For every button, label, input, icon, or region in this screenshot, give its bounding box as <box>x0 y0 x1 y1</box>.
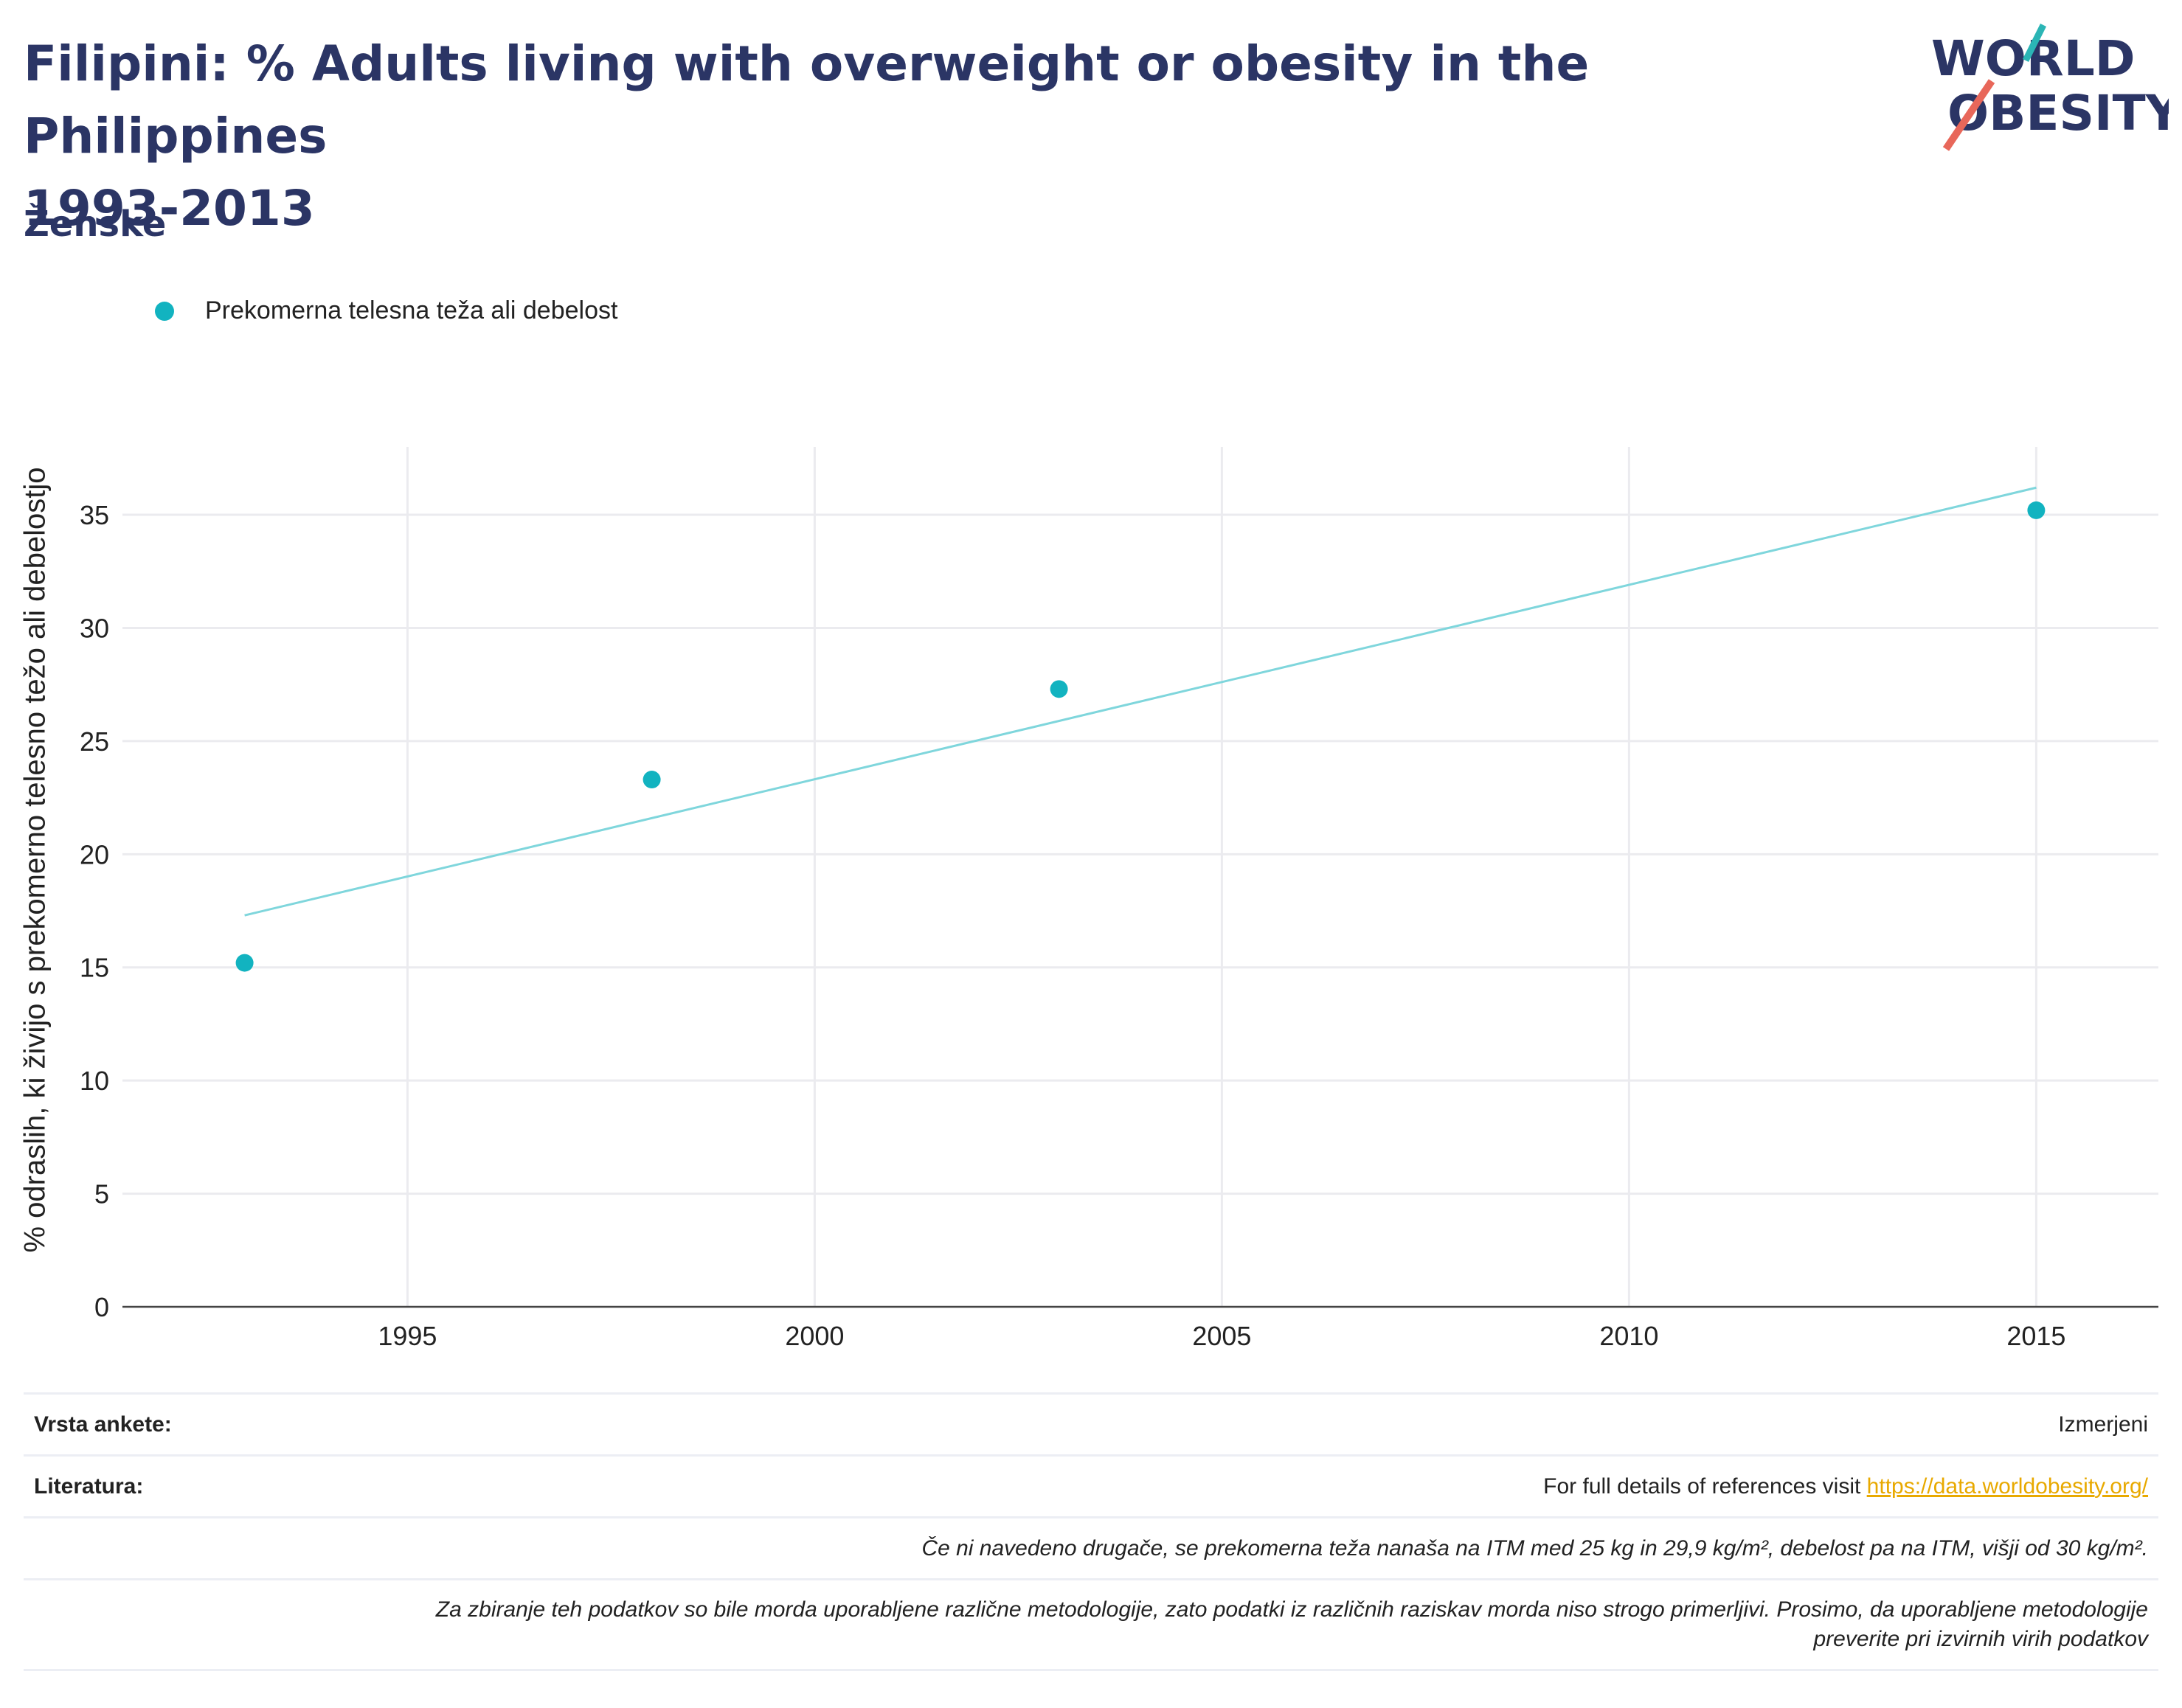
data-point[interactable] <box>2027 501 2046 519</box>
definition-note: Če ni navedeno drugače, se prekomerna te… <box>921 1535 2148 1561</box>
x-tick-labels: 1995 2000 2005 2010 2015 <box>378 1321 2065 1351</box>
chart-plot: 0 5 10 15 20 25 30 35 1995 2000 2005 2010 2015 <box>80 447 2158 1351</box>
legend: Prekomerna telesna teža ali debelost <box>155 296 617 325</box>
y-tick-label: 30 <box>80 613 109 643</box>
data-point[interactable] <box>235 954 254 972</box>
methodology-note-row: Za zbiranje teh podatkov so bile morda u… <box>24 1578 2158 1671</box>
x-tick-label: 1995 <box>378 1321 437 1351</box>
x-tick-label: 2005 <box>1192 1321 1251 1351</box>
references-row: Literatura: For full details of referenc… <box>24 1454 2158 1516</box>
references-link[interactable]: https://data.worldobesity.org/ <box>1866 1473 2148 1499</box>
chart-footer: Vrsta ankete: Izmerjeni Literatura: For … <box>24 1392 2158 1671</box>
grid <box>122 447 2158 1307</box>
title-line-2: 1993-2013 <box>24 180 315 237</box>
chart-subtitle: Ženske <box>24 204 167 245</box>
y-tick-label: 15 <box>80 953 109 983</box>
data-point[interactable] <box>1050 680 1068 698</box>
trendline-group <box>244 486 2037 917</box>
legend-marker <box>155 301 174 321</box>
data-point[interactable] <box>643 771 661 789</box>
y-tick-label: 10 <box>80 1066 109 1096</box>
x-tick-label: 2000 <box>785 1321 844 1351</box>
methodology-note-line-2: preverite pri izvirnih virih podatkov <box>1813 1627 2148 1651</box>
y-tick-label: 5 <box>94 1179 109 1209</box>
references-label: Literatura: <box>34 1473 144 1499</box>
y-tick-label: 20 <box>80 839 109 869</box>
methodology-note-line-1: Za zbiranje teh podatkov so bile morda u… <box>435 1597 2148 1622</box>
survey-type-row: Vrsta ankete: Izmerjeni <box>24 1392 2158 1454</box>
y-tick-label: 0 <box>94 1292 109 1322</box>
trendline <box>244 486 2037 917</box>
world-obesity-logo: WORLD OBESITY <box>1931 23 2169 151</box>
chart-title: Filipini: % Adults living with overweigh… <box>24 28 1868 245</box>
references-text: For full details of references visit <box>1543 1473 1867 1499</box>
y-tick-label: 25 <box>80 726 109 757</box>
logo-red-stroke <box>1942 79 1995 151</box>
y-tick-labels: 0 5 10 15 20 25 30 35 <box>80 500 109 1322</box>
logo-teal-stroke <box>2022 23 2047 63</box>
y-tick-label: 35 <box>80 500 109 530</box>
data-points <box>235 501 2046 972</box>
references-value: For full details of references visit htt… <box>1543 1474 2148 1499</box>
methodology-note: Za zbiranje teh podatkov so bile morda u… <box>436 1595 2148 1654</box>
legend-label: Prekomerna telesna teža ali debelost <box>205 296 618 324</box>
survey-type-value: Izmerjeni <box>2058 1412 2148 1437</box>
x-tick-label: 2015 <box>2006 1321 2065 1351</box>
definition-note-row: Če ni navedeno drugače, se prekomerna te… <box>24 1516 2158 1578</box>
survey-type-label: Vrsta ankete: <box>34 1412 172 1437</box>
title-line-1: Filipini: % Adults living with overweigh… <box>24 35 1590 164</box>
x-tick-label: 2010 <box>1599 1321 1658 1351</box>
